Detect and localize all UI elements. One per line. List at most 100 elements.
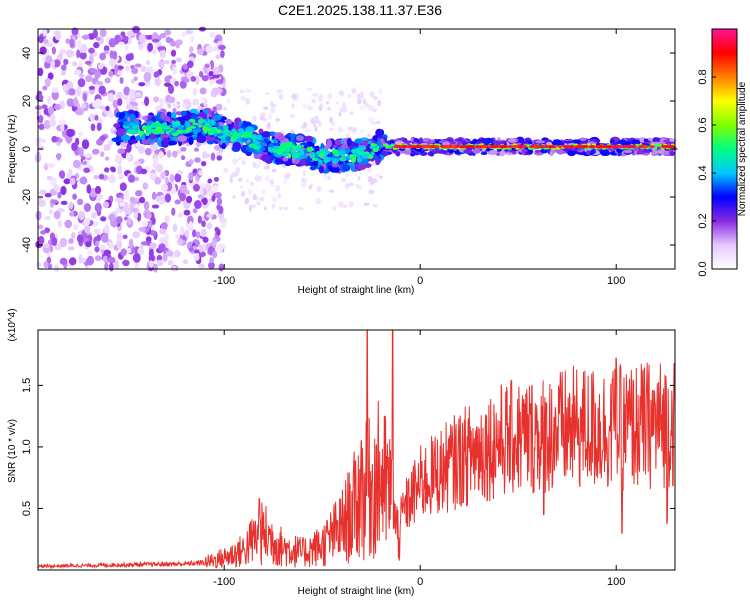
spectrogram-cell (53, 210, 61, 220)
spectrogram-cell (179, 184, 188, 194)
spectrogram-cell (94, 255, 102, 261)
spectrogram-cell (344, 183, 350, 189)
y-tick-label: 0.5 (21, 501, 33, 516)
spectrogram-cell (207, 130, 215, 136)
spectrogram-cell (643, 148, 653, 153)
spectrogram-cell (135, 91, 142, 98)
spectrogram-cell (76, 49, 81, 59)
spectrogram-cell (182, 63, 188, 70)
spectrogram-cell (44, 193, 52, 198)
colorbar: 0.0 0.2 0.4 0.6 0.8 Normalized spectral ampl… (697, 28, 748, 277)
spectrogram-cell (567, 150, 576, 157)
spectrogram-cell (194, 200, 202, 209)
spectrogram-cell (217, 64, 224, 73)
spectrogram-cell (84, 153, 93, 158)
spectrogram-cell (84, 225, 91, 234)
spectrogram-cell (167, 260, 174, 266)
snr-series-line (37, 329, 676, 570)
spectrogram-cell (213, 66, 220, 76)
spectrogram-y-axis-label: Frequency (Hz) (7, 115, 18, 184)
spectrogram-cell (373, 155, 379, 160)
spectrogram-cell (72, 224, 79, 231)
spectrogram-cell (315, 197, 321, 205)
spectrogram-cell (38, 35, 44, 44)
spectrogram-cell (319, 152, 325, 158)
spectrogram-cell (376, 140, 382, 147)
spectrogram-cell (128, 174, 136, 183)
spectrogram-cell (318, 95, 323, 103)
spectrogram-cell (201, 75, 209, 82)
spectrogram-cell (43, 39, 49, 44)
spectrogram-cell (107, 92, 115, 103)
spectrogram-cell (123, 120, 131, 127)
spectrogram-cell (338, 126, 343, 133)
spectrogram-cell (58, 170, 66, 179)
y-tick-label: 40 (21, 47, 33, 59)
spectrogram-cell (338, 111, 342, 117)
spectrogram-cell (271, 168, 277, 173)
spectrogram-cell (63, 58, 69, 66)
spectrogram-cell (323, 172, 328, 180)
spectrogram-cell (451, 141, 456, 145)
spectrogram-cell (256, 134, 263, 141)
spectrogram-cell (37, 114, 44, 124)
spectrogram-cell (44, 215, 51, 221)
spectrogram-cell (276, 149, 283, 156)
spectrogram-cell (217, 244, 224, 253)
spectrogram-cell (117, 98, 123, 106)
spectrogram-cell (50, 176, 57, 187)
spectrogram-cell (43, 119, 51, 130)
spectrogram-cell (449, 145, 456, 149)
spectrogram-cell (255, 197, 262, 201)
spectrogram-cell (85, 74, 93, 83)
spectrogram-cell (84, 60, 92, 65)
spectrogram-cell (92, 228, 101, 235)
spectrogram-cell (202, 197, 208, 206)
spectrogram-cell (276, 89, 283, 93)
spectrogram-cell (188, 125, 196, 129)
spectrogram-cell (283, 152, 289, 158)
spectrogram-cell (369, 90, 375, 98)
spectrogram-cell (51, 237, 58, 246)
spectrogram-cell (209, 31, 216, 38)
spectrogram-cell (147, 34, 154, 40)
spectrogram-cell (107, 140, 114, 146)
spectrogram-cell (161, 222, 168, 230)
spectrogram-cell (35, 137, 43, 143)
spectrogram-cell (215, 79, 224, 85)
spectrogram-cell (174, 199, 181, 205)
spectrogram-cell (78, 131, 83, 137)
spectrogram-cell (147, 42, 154, 52)
spectrogram-cell (81, 102, 87, 109)
spectrogram-cell (472, 148, 481, 154)
spectrogram-cell (410, 151, 416, 155)
spectrogram-cell (375, 158, 381, 166)
spectrogram-cell (280, 147, 285, 152)
y-tick-label: 0 (21, 146, 33, 152)
spectrogram-cell (69, 211, 75, 217)
snr-ticks: -100 0 100 0.5 1.0 1.5 (21, 330, 675, 588)
spectrogram-cell (42, 85, 48, 91)
spectrogram-cell (271, 196, 278, 203)
spectrogram-cell (309, 166, 317, 171)
spectrogram-cell (433, 145, 440, 149)
spectrogram-cell (281, 157, 289, 162)
spectrogram-cell (99, 105, 106, 110)
spectrogram-cell (198, 71, 204, 78)
spectrogram-cell (60, 200, 68, 206)
spectrogram-cell (37, 235, 45, 245)
spectrogram-cell (274, 158, 283, 164)
spectrogram-cell (103, 201, 110, 209)
spectrogram-x-axis-label: Height of straight line (km) (298, 285, 415, 296)
spectrogram-cell (81, 139, 90, 150)
spectrogram-cell (100, 216, 107, 222)
spectrogram-cell (357, 98, 362, 105)
spectrogram-cell (231, 128, 237, 134)
spectrogram-cell (400, 145, 407, 149)
spectrogram-cell (366, 202, 370, 207)
spectrogram-cell (192, 88, 198, 96)
spectrogram-cell (605, 145, 614, 149)
spectrogram-cell (466, 145, 474, 149)
spectrogram-cell (480, 151, 488, 155)
spectrogram-cell (265, 174, 270, 182)
